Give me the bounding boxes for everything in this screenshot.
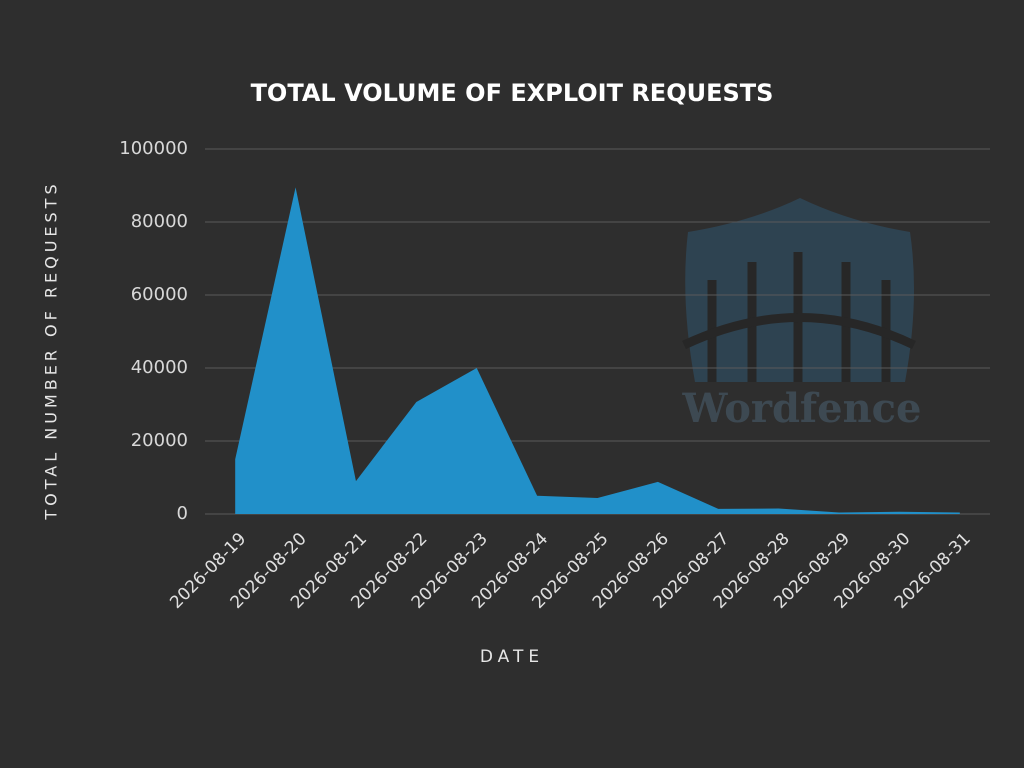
watermark-shield xyxy=(685,198,914,382)
y-tick-label: 100000 xyxy=(119,138,188,159)
y-tick-label: 0 xyxy=(177,503,188,524)
y-tick-label: 80000 xyxy=(131,211,188,232)
watermark: Wordfence xyxy=(682,198,922,432)
chart-title: TOTAL VOLUME OF EXPLOIT REQUESTS xyxy=(251,79,774,107)
y-tick-label: 60000 xyxy=(131,284,188,305)
x-axis-label: DATE xyxy=(480,647,544,667)
area xyxy=(235,187,960,514)
y-tick-label: 20000 xyxy=(131,430,188,451)
y-axis-label: TOTAL NUMBER OF REQUESTS xyxy=(42,180,61,520)
y-tick-label: 40000 xyxy=(131,357,188,378)
watermark-text: Wordfence xyxy=(682,385,922,432)
